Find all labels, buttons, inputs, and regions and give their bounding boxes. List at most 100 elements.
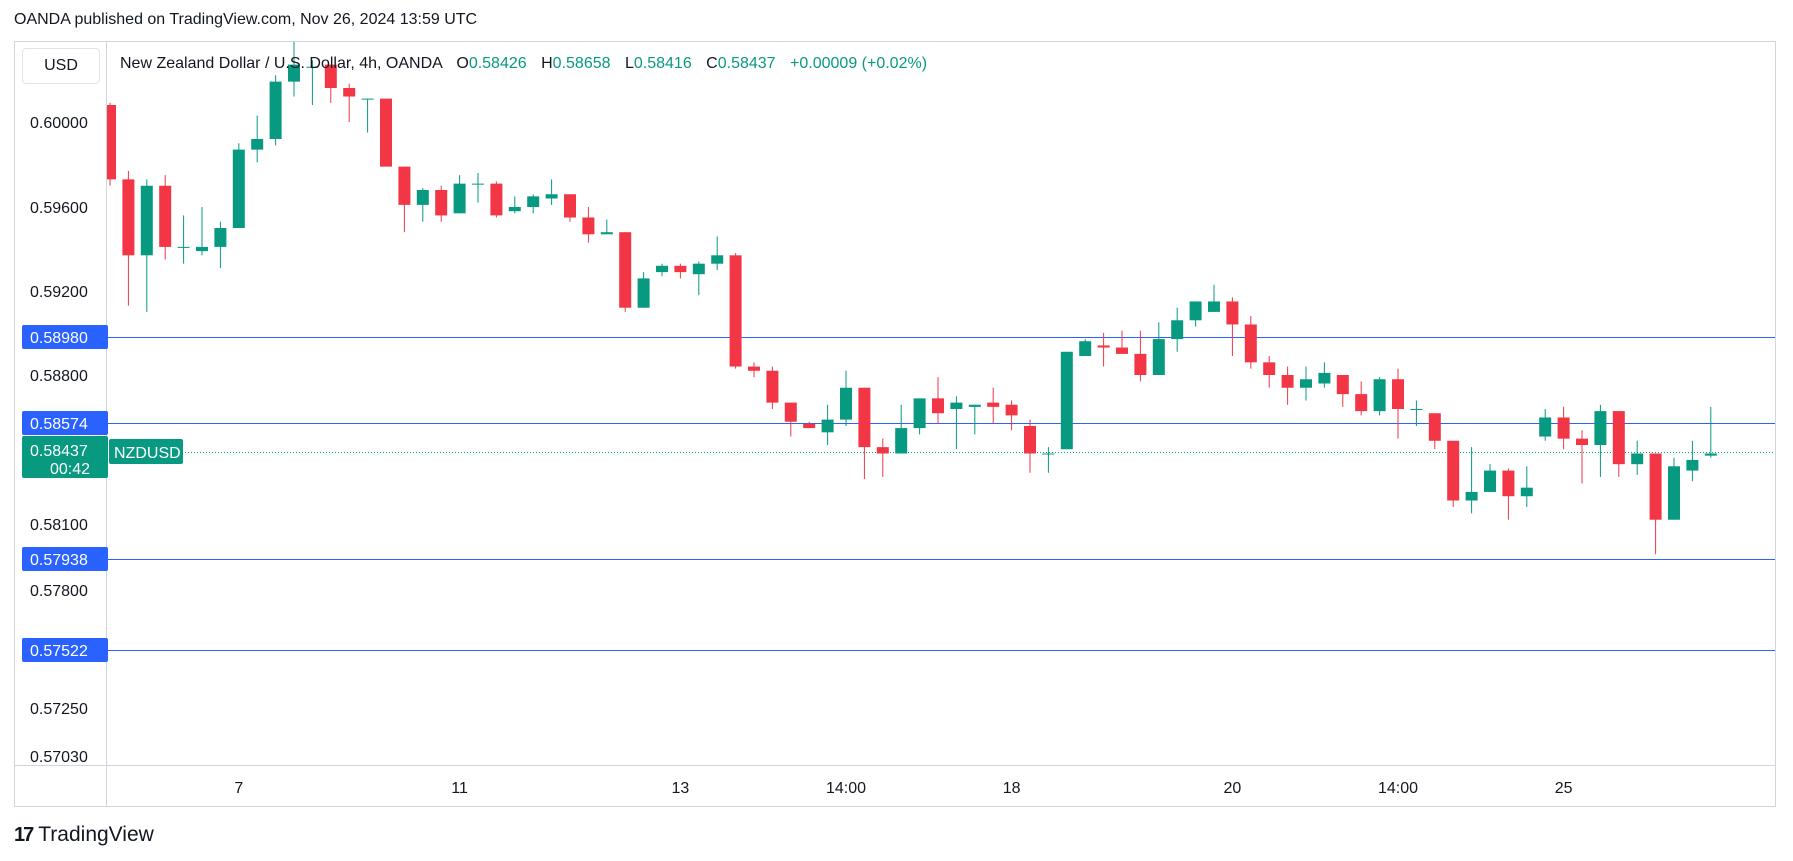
candle-body[interactable] [987,402,1000,407]
candle-body[interactable] [1686,459,1699,471]
level-price-text: 0.58574 [30,416,88,433]
candle-body[interactable] [913,398,926,429]
candle-body[interactable] [564,194,576,218]
candle-body[interactable] [269,81,282,139]
candle-body[interactable] [1060,351,1073,450]
candle-body[interactable] [840,387,852,420]
candle-body[interactable] [1263,362,1276,375]
candle-body[interactable] [343,88,356,97]
candle-body[interactable] [1704,453,1717,456]
candle-body[interactable] [858,387,871,448]
candle-body[interactable] [1097,345,1110,348]
candle-body[interactable] [1410,408,1423,410]
candle-body[interactable] [1612,411,1625,465]
candle-body[interactable] [1042,453,1055,455]
candle-body[interactable] [1355,394,1368,412]
candle-body[interactable] [1465,491,1478,501]
candle-body[interactable] [490,183,503,216]
price-tick-label: 0.60000 [30,115,88,132]
currency-button[interactable]: USD [22,48,100,84]
candle-body[interactable] [122,179,135,256]
candle-body[interactable] [398,166,411,205]
candle-body[interactable] [140,185,153,256]
candle-body[interactable] [104,105,116,180]
candle-body[interactable] [582,217,595,235]
candle-body[interactable] [380,98,392,167]
candle-body[interactable] [1171,320,1184,340]
tradingview-logo-text: TradingView [38,823,154,846]
candle-body[interactable] [324,64,337,88]
candle-body[interactable] [1520,487,1533,497]
candle-body[interactable] [803,423,816,429]
time-tick-label: 14:00 [1378,780,1418,797]
candle-body[interactable] [453,183,466,214]
candle-body[interactable] [1336,375,1349,395]
candle-body[interactable] [656,265,668,273]
candle-body[interactable] [1318,372,1331,384]
candle-body[interactable] [1557,417,1570,439]
candle-body[interactable] [1649,453,1662,520]
candle-body[interactable] [637,278,650,308]
candle-body[interactable] [306,66,319,68]
candle-body[interactable] [932,398,944,414]
candle-body[interactable] [1502,470,1515,497]
candle-body[interactable] [1484,470,1496,492]
candle-body[interactable] [1447,440,1460,501]
candle-body[interactable] [545,194,558,199]
candle-body[interactable] [1373,379,1386,412]
candle-body[interactable] [1208,301,1220,312]
candle-body[interactable] [1005,404,1018,416]
candle-body[interactable] [361,98,374,100]
candle-body[interactable] [784,402,797,422]
candle-body[interactable] [711,255,724,264]
candle-body[interactable] [1576,438,1588,446]
candle-body[interactable] [619,232,632,308]
candle-body[interactable] [1134,353,1147,375]
candle-body[interactable] [1300,379,1312,388]
candle-body[interactable] [674,265,687,273]
candle-body[interactable] [159,185,172,247]
candle-body[interactable] [1152,339,1165,375]
candle-body[interactable] [968,404,981,407]
candle-body[interactable] [1668,466,1680,520]
candle-body[interactable] [1024,425,1036,454]
high-value: 0.58658 [552,55,611,72]
candle-body[interactable] [1079,341,1092,356]
candle-body[interactable] [1631,453,1644,465]
candle-body[interactable] [1189,301,1202,321]
candle-body[interactable] [1281,375,1294,388]
candle-body[interactable] [288,64,300,82]
candle-body[interactable] [895,428,908,454]
candle-body[interactable] [251,139,264,150]
level-price-text: 0.58980 [30,330,88,347]
candle-body[interactable] [876,447,889,454]
tradingview-logo[interactable]: 17 TradingView [14,823,154,847]
symbol-tag [109,439,183,464]
candle-body[interactable] [196,246,208,252]
candle-body[interactable] [766,370,779,403]
candle-body[interactable] [692,263,705,275]
candle-body[interactable] [527,196,540,207]
candle-body[interactable] [1226,301,1239,325]
price-tick-label: 0.57250 [30,701,88,718]
candle-body[interactable] [821,419,834,433]
candle-body[interactable] [1539,417,1552,437]
candle-body[interactable] [1428,413,1441,441]
candle-body[interactable] [1116,347,1128,354]
candle-body[interactable] [950,402,963,409]
candle-body[interactable] [600,232,613,235]
candle-body[interactable] [1244,324,1257,363]
candle-body[interactable] [729,255,742,367]
candle-body[interactable] [435,190,448,216]
candle-body[interactable] [1392,379,1404,409]
candle-body[interactable] [214,228,227,247]
tradingview-logo-icon: 17 [14,823,34,846]
candle-body[interactable] [232,149,245,228]
candle-body[interactable] [748,366,760,371]
candle-body[interactable] [472,183,484,185]
candle-body[interactable] [416,190,429,205]
candle-body[interactable] [177,246,190,248]
candle-body[interactable] [1594,411,1607,446]
candle-body[interactable] [508,207,521,212]
